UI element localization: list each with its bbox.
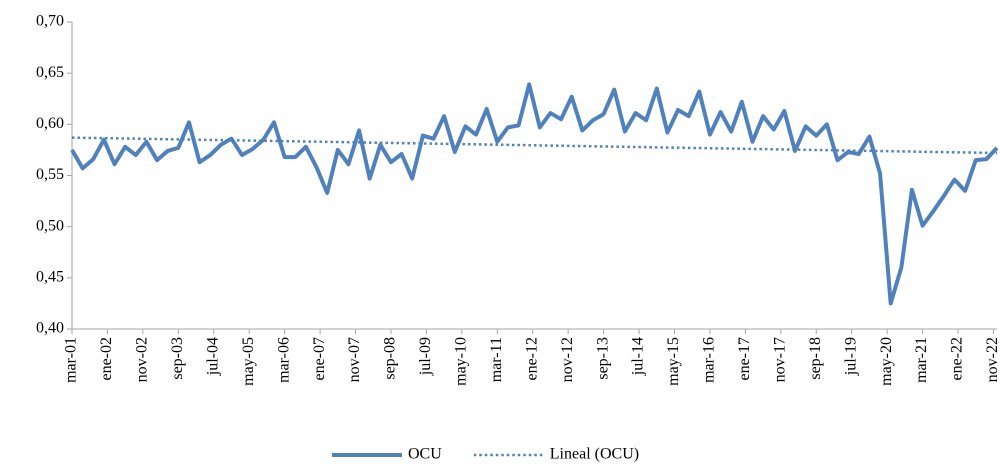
x-tick-label: mar-16 [701, 337, 718, 383]
y-tick-label: 0,65 [36, 64, 64, 81]
x-tick-label: jul-19 [842, 337, 859, 376]
x-tick-label: mar-21 [913, 337, 930, 383]
legend-label: OCU [408, 446, 442, 463]
x-tick-label: nov-02 [134, 337, 151, 382]
y-tick-label: 0,55 [36, 166, 64, 183]
data-line [70, 82, 999, 306]
x-tick-label: mar-06 [275, 337, 292, 383]
x-tick-label: may-15 [665, 337, 682, 386]
x-tick-label: ene-02 [98, 337, 115, 381]
x-tick-label: nov-07 [346, 337, 363, 382]
x-tick-label: sep-13 [594, 337, 611, 380]
y-tick-label: 0,45 [36, 269, 64, 286]
x-tick-label: may-20 [878, 337, 895, 386]
x-tick-label: nov-12 [559, 337, 576, 382]
y-tick-label: 0,40 [36, 320, 64, 337]
x-tick-label: jul-09 [417, 337, 434, 376]
x-tick-label: sep-03 [169, 337, 186, 380]
x-tick-label: may-10 [453, 337, 470, 386]
x-tick-label: mar-01 [63, 337, 80, 383]
x-tick-label: jul-14 [630, 337, 647, 376]
x-tick-label: sep-18 [807, 337, 824, 380]
x-tick-label: ene-07 [311, 337, 328, 381]
legend-label: Lineal (OCU) [550, 446, 639, 463]
x-tick-label: nov-22 [984, 337, 1000, 382]
trend-line [71, 136, 998, 155]
x-tick-label: ene-17 [736, 337, 753, 381]
y-tick-label: 0,50 [36, 217, 64, 234]
x-tick-label: jul-04 [204, 337, 221, 376]
x-tick-label: nov-17 [771, 337, 788, 382]
y-tick-label: 0,70 [36, 13, 64, 30]
x-tick-label: ene-22 [949, 337, 966, 381]
x-tick-label: ene-12 [523, 337, 540, 381]
y-tick-label: 0,60 [36, 115, 64, 132]
x-tick-label: mar-11 [488, 337, 505, 382]
x-tick-label: sep-08 [382, 337, 399, 380]
x-tick-label: may-05 [240, 337, 257, 386]
